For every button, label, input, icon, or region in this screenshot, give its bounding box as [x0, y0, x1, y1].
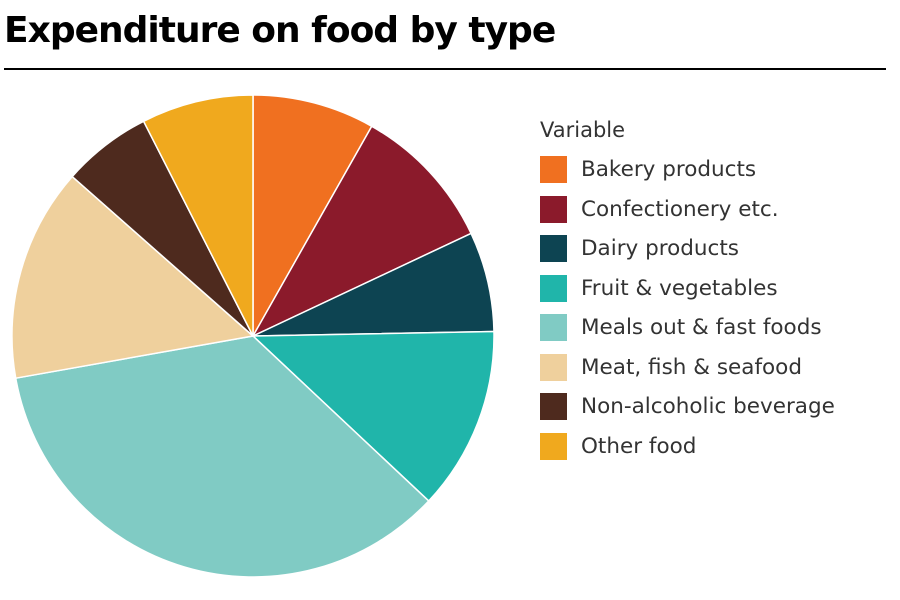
title-divider	[4, 68, 886, 70]
legend-swatch	[540, 393, 567, 421]
pie-slice	[11, 175, 254, 379]
legend-item: Bakery products	[540, 150, 835, 190]
legend-label: Fruit & vegetables	[581, 275, 778, 301]
chart-title: Expenditure on food by type	[4, 10, 556, 51]
legend-swatch	[540, 353, 567, 381]
pie-slice	[142, 94, 254, 337]
legend-label: Bakery products	[581, 157, 757, 183]
pie-slice	[252, 125, 472, 337]
legend-swatch	[540, 314, 567, 342]
legend-swatch	[540, 195, 567, 223]
legend: Variable Bakery products Confectionery et…	[540, 116, 835, 466]
legend-label: Other food	[581, 433, 697, 459]
legend-swatch	[540, 235, 567, 263]
legend-label: Dairy products	[581, 236, 739, 262]
legend-item: Non-alcoholic beverage	[540, 387, 835, 427]
legend-label: Meat, fish & seafood	[581, 354, 802, 380]
legend-item: Confectionery etc.	[540, 190, 835, 230]
legend-label: Confectionery etc.	[581, 196, 779, 222]
legend-swatch	[540, 432, 567, 460]
legend-item: Fruit & vegetables	[540, 269, 835, 309]
legend-item: Other food	[540, 427, 835, 467]
pie-slice	[14, 335, 430, 578]
pie-slice	[252, 330, 495, 502]
legend-label: Non-alcoholic beverage	[581, 394, 835, 420]
legend-item: Dairy products	[540, 229, 835, 269]
legend-items: Bakery products Confectionery etc. Dairy p…	[540, 150, 835, 466]
pie-slice	[252, 94, 373, 337]
legend-swatch	[540, 274, 567, 302]
legend-title: Variable	[540, 118, 626, 142]
legend-label: Meals out & fast foods	[581, 315, 822, 341]
legend-item: Meals out & fast foods	[540, 308, 835, 348]
legend-swatch	[540, 156, 567, 184]
legend-item: Meat, fish & seafood	[540, 348, 835, 388]
